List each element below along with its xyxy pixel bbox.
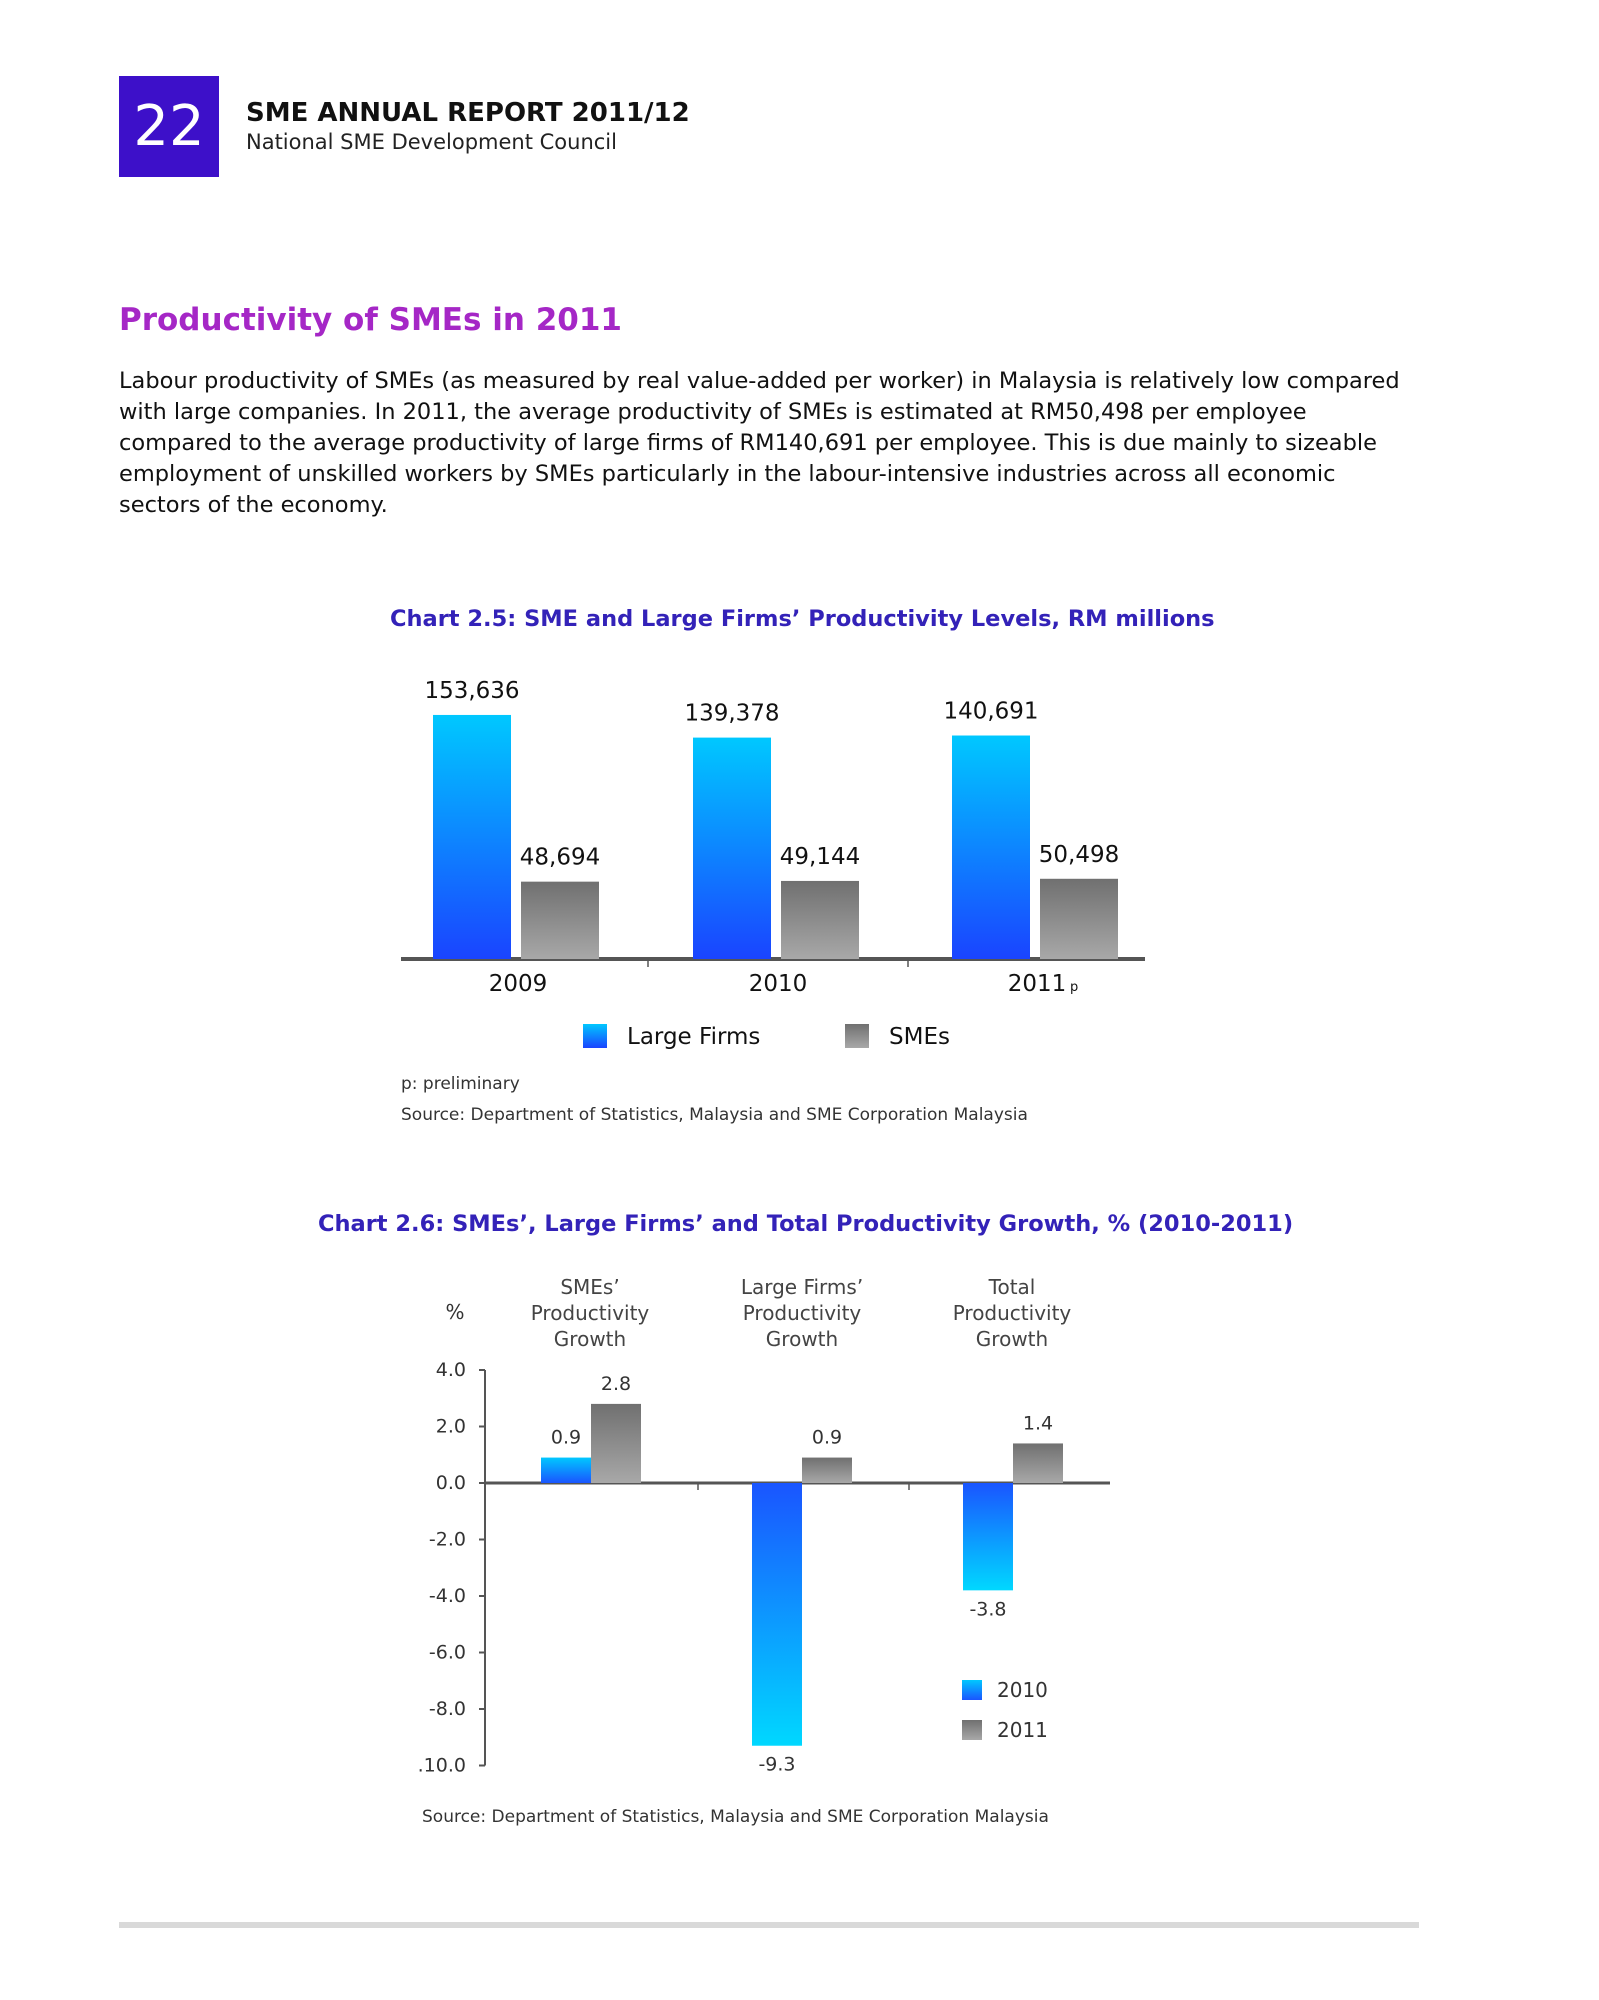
legend-label-2010: 2010 (997, 1678, 1048, 1702)
large-firms-bar (693, 737, 771, 959)
y-axis-label: % (445, 1300, 464, 1324)
smes-bar (781, 880, 859, 959)
x-tick-label: 2011 (1008, 971, 1067, 997)
smes-data-label: 50,498 (1039, 842, 1119, 868)
category-header-line: Productivity (743, 1301, 862, 1325)
legend-swatch-smes (845, 1024, 869, 1048)
preliminary-note: p: preliminary (401, 1074, 520, 1094)
large-firms-data-label: 139,378 (684, 701, 779, 727)
legend-swatch-2011 (962, 1720, 982, 1740)
legend-swatch-large-firms (583, 1024, 607, 1048)
section-title: Productivity of SMEs in 2011 (119, 302, 622, 338)
category-header-line: Growth (554, 1327, 626, 1351)
data-label-2010: -3.8 (969, 1598, 1006, 1620)
chart-2-6-source: Source: Department of Statistics, Malays… (422, 1807, 1049, 1827)
smes-bar (1040, 878, 1118, 959)
large-firms-bar (952, 735, 1030, 959)
page-number-badge: 22 (119, 76, 219, 177)
data-label-2011: 2.8 (601, 1373, 631, 1395)
y-tick-label: 4.0 (436, 1359, 466, 1381)
x-tick-label: 2009 (489, 971, 548, 997)
smes-bar (521, 881, 599, 959)
y-tick-label: -8.0 (429, 1698, 466, 1720)
y-tick-label: -4.0 (429, 1585, 466, 1607)
data-label-2010: -9.3 (758, 1754, 795, 1776)
chart-2-5-title: Chart 2.5: SME and Large Firms’ Producti… (390, 606, 1215, 632)
data-label-2011: 0.9 (812, 1427, 842, 1449)
data-label-2010: 0.9 (551, 1427, 581, 1449)
bar-2010 (752, 1483, 802, 1746)
smes-data-label: 48,694 (520, 845, 600, 871)
y-tick-label: 0.0 (436, 1472, 466, 1494)
category-header-line: Total (988, 1275, 1036, 1299)
large-firms-data-label: 153,636 (424, 678, 519, 704)
bar-2010 (541, 1457, 591, 1483)
legend-label-2011: 2011 (997, 1718, 1048, 1742)
y-tick-label: -2.0 (429, 1529, 466, 1551)
large-firms-bar (433, 714, 511, 959)
legend-label-smes: SMEs (889, 1024, 950, 1050)
body-paragraph: Labour productivity of SMEs (as measured… (119, 368, 1400, 518)
category-header-line: Large Firms’ (741, 1275, 863, 1299)
footer-rule (119, 1922, 1419, 1928)
y-tick-label: .10.0 (418, 1755, 466, 1777)
report-title: SME ANNUAL REPORT 2011/12 (246, 98, 690, 128)
x-tick-label: 2010 (749, 971, 808, 997)
large-firms-data-label: 140,691 (943, 699, 1038, 725)
y-tick-label: 2.0 (436, 1416, 466, 1438)
legend-label-large-firms: Large Firms (627, 1024, 760, 1050)
bar-2011 (1013, 1443, 1063, 1483)
chart-2-5-source: Source: Department of Statistics, Malays… (401, 1105, 1028, 1125)
category-header-line: Growth (976, 1327, 1048, 1351)
x-tick-superscript: p (1070, 980, 1078, 995)
category-header-line: Productivity (531, 1301, 650, 1325)
chart-2-6-title: Chart 2.6: SMEs’, Large Firms’ and Total… (318, 1211, 1294, 1237)
smes-data-label: 49,144 (780, 844, 860, 870)
y-tick-label: -6.0 (429, 1642, 466, 1664)
bar-2011 (802, 1457, 852, 1483)
bar-2011 (591, 1403, 641, 1483)
data-label-2011: 1.4 (1023, 1412, 1053, 1434)
bar-2010 (963, 1483, 1013, 1591)
category-header-line: SMEs’ (560, 1275, 619, 1299)
category-header-line: Growth (766, 1327, 838, 1351)
legend-swatch-2010 (962, 1680, 982, 1700)
category-header-line: Productivity (953, 1301, 1072, 1325)
report-subtitle: National SME Development Council (246, 130, 617, 154)
